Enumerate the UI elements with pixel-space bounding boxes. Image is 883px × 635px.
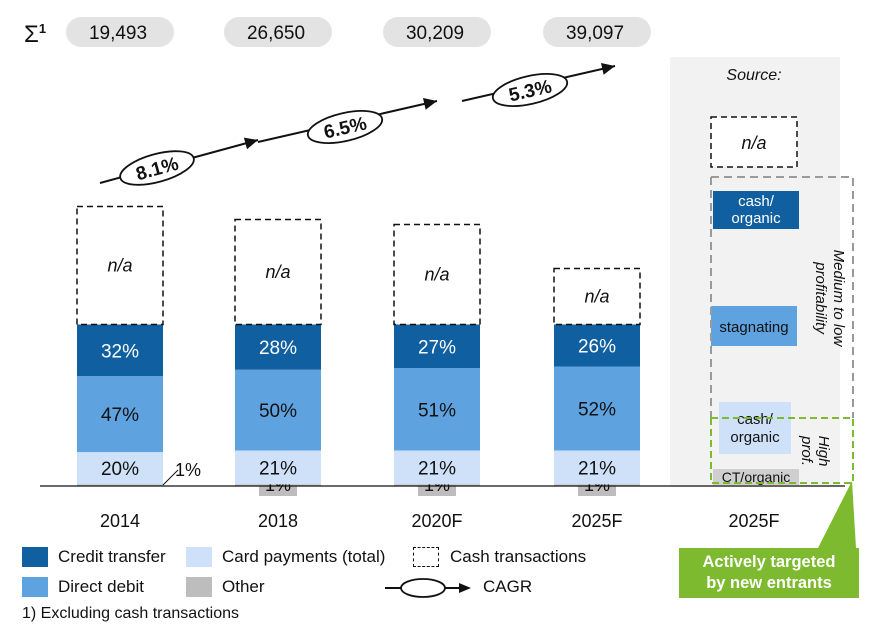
legend-label-direct-debit: Direct debit [58,577,144,596]
label-card-payments-total--2014: 20% [101,459,139,480]
legend-swatch-credit-transfer [22,547,48,567]
bar-credit-transfer-2020F [394,324,480,369]
total-label-2014: 19,493 [89,23,147,44]
total-pill-2014 [66,17,174,47]
legend-swatch-cash [413,547,439,567]
bar-card-payments-total--2018 [235,450,321,485]
medium-profitability-label: Medium to lowprofitability [812,250,847,348]
legend-label-cagr: CAGR [483,577,533,596]
medium-profitability-bracket [711,176,854,418]
label-card-payments-total--2020F: 21% [418,458,456,479]
bar-direct-debit-2020F [394,368,480,451]
total-pill-2020F [383,17,491,47]
label-credit-transfer-2014: 32% [101,341,139,362]
bar-cash-2018 [234,218,322,326]
footnote: 1) Excluding cash transactions [22,605,239,622]
category-label-outlook: 2025F [728,511,779,531]
callout-box: Actively targeted by new entrants [679,548,859,598]
bars-layer: 1%20%47%32%n/a201419,4931%21%50%28%n/a20… [66,17,651,531]
label-direct-debit-2018: 50% [259,401,297,422]
label-card-payments-total--2025F: 21% [578,458,616,479]
total-pill-2025F [543,17,651,47]
outlook-card-label: cash/organic [730,411,780,446]
cagr-ellipse-2 [491,73,569,107]
label-credit-transfer-2025F: 26% [578,336,616,357]
bar-credit-transfer-2014 [77,324,163,377]
legend-label-card-payments: Card payments (total) [222,547,386,566]
bar-other-2014 [77,484,163,486]
cagr-layer: 8.1%6.5%5.3% [99,63,616,186]
label-direct-debit-2025F: 52% [578,399,616,420]
category-label-2014: 2014 [100,511,140,531]
cagr-arrow-head-1 [422,98,437,110]
legend-label-cash: Cash transactions [450,547,587,566]
bar-direct-debit-2025F [554,366,640,451]
bar-card-payments-total--2020F [394,450,480,485]
legend-swatch-card-payments [186,547,212,567]
outlook-other-label: CT/organic [722,469,790,485]
sigma-icon: Σ1 [24,21,46,48]
bar-cash-2014 [76,205,164,326]
leader-other-2014 [162,469,179,486]
category-label-2020F: 2020F [411,511,462,531]
bar-card-payments-total--2025F [554,450,640,485]
legend-cagr-icon [385,578,471,598]
cagr-ellipse-0 [119,150,195,186]
outlook-direct-debit-label: stagnating [719,319,788,336]
label-cash-2018: n/a [265,262,290,282]
label-cash-2020F: n/a [424,265,449,285]
bar-direct-debit-2014 [77,376,163,453]
bar-cash-2020F [393,223,481,326]
bar-credit-transfer-2025F [554,324,640,367]
bar-card-payments-total--2014 [77,452,163,485]
outlook-direct-debit-box [711,306,797,346]
label-direct-debit-2020F: 51% [418,400,456,421]
outlook-credit-transfer-box [713,191,799,229]
total-label-2020F: 30,209 [406,23,464,44]
source-label: Source: [726,67,781,84]
label-card-payments-total--2018: 21% [259,458,297,479]
label-credit-transfer-2020F: 27% [418,337,456,358]
high-profitability-label: Highprof. [798,435,832,466]
total-label-2018: 26,650 [247,23,305,44]
outlook-cash-label: n/a [741,133,766,153]
outlook-credit-transfer-label: cash/organic [731,193,781,227]
outlook-other-box [713,469,799,485]
label-credit-transfer-2018: 28% [259,338,297,359]
bar-credit-transfer-2018 [235,324,321,370]
label-direct-debit-2014: 47% [101,405,139,426]
total-pill-2018 [224,17,332,47]
category-label-2025F: 2025F [571,511,622,531]
callout-pointer [818,481,856,548]
high-profitability-bracket [710,417,854,484]
legend-swatch-other [186,577,212,597]
cagr-ellipse-1 [306,110,384,144]
legend-swatch-direct-debit [22,577,48,597]
category-label-2018: 2018 [258,511,298,531]
outlook-card-box [719,402,791,454]
label-other-2014: 1% [175,460,201,480]
total-label-2025F: 39,097 [566,23,624,44]
outlook-column: n/a cash/organic stagnating cash/organic… [710,116,856,548]
label-cash-2014: n/a [107,256,132,276]
bar-direct-debit-2018 [235,369,321,451]
outlook-cash-box [710,116,798,168]
legend-label-other: Other [222,577,265,596]
bar-cash-2025F [553,267,641,326]
cagr-arrow-head-0 [243,137,258,150]
cagr-arrow-head-2 [600,63,615,75]
legend-label-credit-transfer: Credit transfer [58,547,166,566]
label-cash-2025F: n/a [584,287,609,307]
